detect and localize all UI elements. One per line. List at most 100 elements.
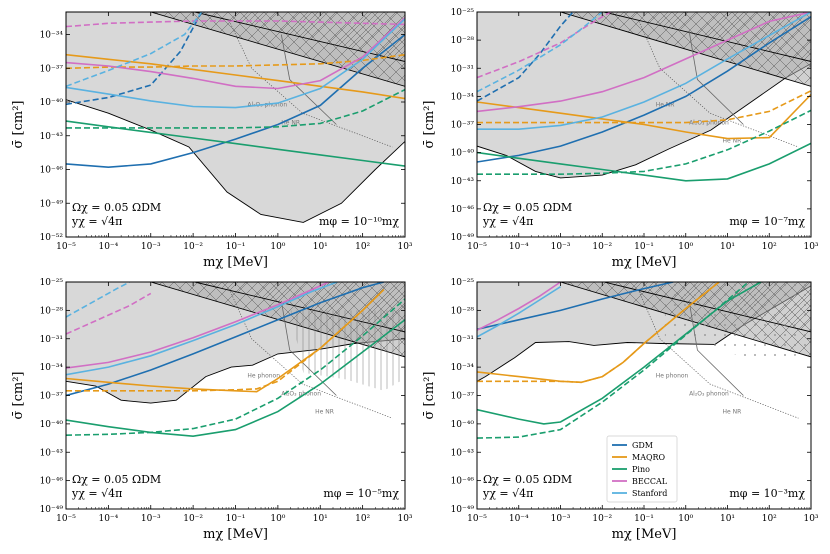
series-pino-dashed (66, 298, 405, 436)
hatched-band-diag (194, 12, 405, 62)
x-tick-label: 10⁻⁵ (467, 514, 487, 524)
omega-annotation: Ωχ = 0.05 ΩDM (72, 201, 161, 214)
y-tick-label: 10⁻³¹ (40, 335, 63, 345)
y-axis-label: σ̄ [cm²] (422, 372, 437, 420)
x-tick-label: 10⁻³ (551, 242, 571, 252)
x-tick-label: 10⁻⁴ (98, 242, 118, 252)
y-tick-label: 10⁻⁴⁹ (451, 233, 475, 243)
series-beccal-solid (66, 17, 405, 90)
y-tick-label: 10⁻⁵² (40, 233, 64, 243)
panel-bottom-right: He phonon Al₂O₃ phonon He NR 10⁻⁵ 10⁻⁴ 10⁻³ 10… (422, 278, 819, 542)
series-pino-solid (477, 282, 762, 425)
y-tick-label: 10⁻⁴⁶ (40, 166, 64, 176)
curve-label: Al₂O₃ phonon (281, 391, 321, 398)
y-tick-label: 10⁻³⁴ (451, 363, 475, 373)
x-tick-label: 10⁰ (270, 242, 285, 252)
series-gdm-solid (66, 282, 385, 397)
legend-entry-maqro: MAQRO (632, 453, 666, 462)
plot-area: He phonon Al₂O₃ phonon He NR (477, 282, 811, 439)
he-nr-curve (688, 30, 744, 125)
y-tick-label: 10⁻³⁴ (40, 363, 64, 373)
he-nr-curve (688, 300, 744, 396)
x-tick-label: 10² (762, 242, 777, 252)
hatched-band-vertical (290, 310, 405, 391)
series-gdm-solid (477, 16, 811, 163)
mediator-annotation: mφ = 10⁻⁵mχ (323, 487, 399, 500)
curve-label: He NR (722, 138, 741, 145)
y-tick-label: 10⁻²⁵ (451, 278, 475, 288)
curve-label: He phonon (247, 372, 280, 379)
y-tick-label: 10⁻²⁵ (451, 8, 475, 18)
y-tick-label: 10⁻³⁴ (451, 92, 475, 102)
x-tick-label: 10⁻² (183, 242, 203, 252)
mediator-annotation: mφ = 10⁻¹⁰mχ (319, 215, 399, 228)
x-tick-label: 10² (355, 242, 370, 252)
x-tick-label: 10² (762, 514, 777, 524)
y-tick-label: 10⁻⁴⁰ (40, 420, 64, 430)
x-tick-label: 10¹ (313, 242, 328, 252)
legend-box (606, 435, 678, 503)
y-tick-label: 10⁻³¹ (451, 64, 474, 74)
x-tick-label: 10⁰ (270, 514, 285, 524)
curve-label: Al₂O₃ phonon (689, 120, 729, 127)
series-stanford-solid (477, 12, 811, 130)
y-tick-label: 10⁻⁴⁶ (40, 477, 64, 487)
coupling-annotation: yχ = √4π (482, 487, 533, 500)
x-tick-label: 10⁻⁴ (509, 242, 529, 252)
y-tick-label: 10⁻²⁸ (40, 306, 64, 316)
series-beccal-dashed (66, 20, 405, 28)
y-tick-label: 10⁻⁴⁰ (451, 420, 475, 430)
series-pino-dashed (477, 282, 749, 439)
y-tick-label: 10⁻⁴⁹ (40, 199, 64, 209)
series-beccal-solid (477, 282, 561, 331)
y-tick-label: 10⁻⁴³ (451, 448, 475, 458)
coupling-annotation: yχ = √4π (71, 215, 122, 228)
x-tick-label: 10⁻¹ (634, 514, 654, 524)
coupling-annotation: yχ = √4π (482, 215, 533, 228)
series-pino-dashed (477, 109, 811, 175)
x-axis-label: mχ [MeV] (612, 527, 677, 542)
omega-annotation: Ωχ = 0.05 ΩDM (72, 473, 161, 486)
x-tick-label: 10⁻² (592, 514, 612, 524)
x-axis-label: mχ [MeV] (203, 255, 268, 270)
x-tick-label: 10⁻¹ (226, 242, 246, 252)
legend-entry-gdm: GDM (632, 441, 653, 450)
mediator-annotation: mφ = 10⁻⁷mχ (729, 215, 805, 228)
series-stanford-dashed (66, 12, 203, 88)
plot-area: He phonon Al₂O₃ phonon He NR (66, 282, 405, 438)
x-tick-label: 10⁻³ (141, 242, 161, 252)
series-gdm-solid (66, 33, 405, 169)
series-beccal-dashed (66, 292, 152, 335)
x-tick-label: 10³ (397, 242, 412, 252)
y-axis-label: σ̄ [cm²] (11, 101, 26, 149)
curve-label: He NR (281, 120, 300, 127)
y-tick-label: 10⁻²⁸ (451, 36, 475, 46)
x-tick-label: 10⁻⁴ (98, 514, 118, 524)
series-beccal-solid (66, 282, 330, 369)
x-tick-label: 10⁻⁵ (467, 242, 487, 252)
series-gdm-solid (477, 282, 674, 331)
hatched-band-diag (603, 12, 811, 62)
series-stanford-solid (477, 286, 561, 338)
series-stanford-solid (66, 282, 338, 376)
legend-entry-stanford: Stanford (632, 489, 667, 498)
x-tick-label: 10⁰ (678, 514, 693, 524)
y-tick-label: 10⁻⁴⁶ (451, 477, 475, 487)
series-beccal-dashed (477, 12, 612, 79)
x-tick-label: 10¹ (720, 514, 735, 524)
series-beccal-solid (477, 12, 811, 113)
x-tick-label: 10⁻⁴ (509, 514, 529, 524)
y-tick-label: 10⁻³⁴ (40, 31, 64, 41)
y-tick-label: 10⁻⁴³ (40, 448, 64, 458)
series-maqro-dashed (477, 282, 720, 384)
y-tick-label: 10⁻²⁵ (40, 278, 64, 288)
y-tick-label: 10⁻³⁷ (451, 121, 475, 131)
x-tick-label: 10¹ (313, 514, 328, 524)
y-tick-label: 10⁻⁴³ (40, 132, 64, 142)
omega-annotation: Ωχ = 0.05 ΩDM (483, 473, 572, 486)
